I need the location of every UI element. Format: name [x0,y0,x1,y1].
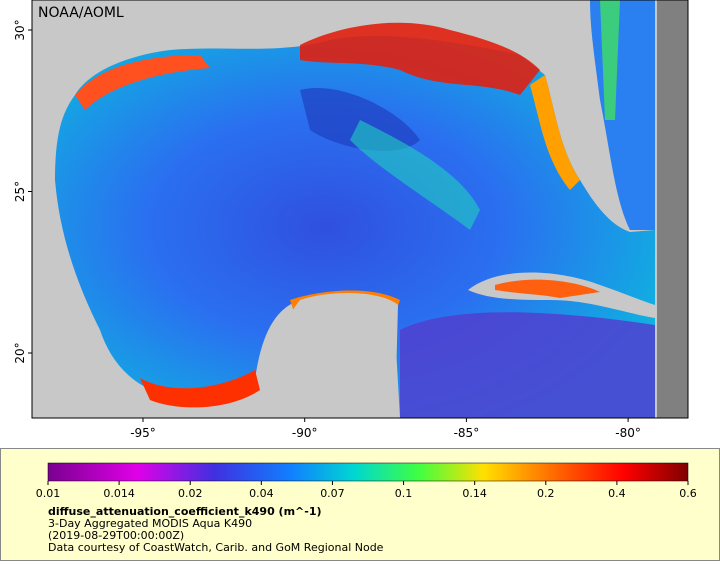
colorbar-ticks: 0.01 0.014 0.02 0.04 0.07 0.1 0.14 0.2 0.4 0.6 [36,481,697,500]
mississippi-plume [300,22,540,95]
lon-label: -80° [615,426,641,440]
colorbar-label: 0.2 [537,487,555,500]
colorbar-label: 0.02 [178,487,203,500]
cuba-shelf [495,279,600,298]
florida-coast [530,75,580,190]
no-data-strip [657,0,688,418]
colorbar-label: 0.014 [103,487,135,500]
campeche-coast [140,370,260,408]
map: NOAA/AOML [31,0,689,419]
colorbar-label: 0.14 [462,487,487,500]
attribution: NOAA/AOML [38,5,124,21]
colorbar-label: 0.1 [395,487,413,500]
colorbar-label: 0.07 [320,487,345,500]
variable-name: diffuse_attenuation_coefficient_k490 (m^… [48,505,322,518]
colorbar-label: 0.6 [679,487,697,500]
colorbar-label: 0.04 [249,487,274,500]
texas-coast [75,55,210,110]
colorbar-label: 0.4 [608,487,626,500]
lat-label: 25° [13,181,27,202]
caribbean [400,312,655,418]
yucatan-land [275,293,398,418]
legend: 0.01 0.014 0.02 0.04 0.07 0.1 0.14 0.2 0.4 0.6 di… [0,448,720,561]
lat-label: 20° [13,342,27,363]
map-border [31,0,689,419]
lat-label: 30° [13,19,27,40]
time: (2019-08-29T00:00:00Z) [48,529,184,542]
colorbar-label: 0.01 [36,487,61,500]
description: 3-Day Aggregated MODIS Aqua K490 [48,517,252,530]
loop-current [300,88,420,151]
atlantic-shelf [600,0,620,120]
eddy-feature [350,120,480,230]
lon-label: -90° [292,426,318,440]
colorbar [47,462,689,482]
lat-axis: 30° 25° 20° [13,19,32,364]
lon-label: -85° [454,426,480,440]
credit: Data courtesy of CoastWatch, Carib. and … [48,541,384,554]
lon-axis: -95° -90° -85° -80° [130,418,641,440]
lon-label: -95° [130,426,156,440]
